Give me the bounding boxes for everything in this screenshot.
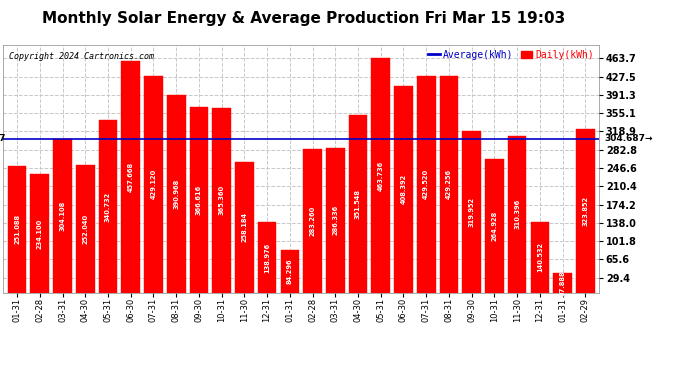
Legend: Average(kWh), Daily(kWh): Average(kWh), Daily(kWh): [428, 50, 594, 60]
Text: 390.968: 390.968: [173, 178, 179, 209]
Text: 365.360: 365.360: [219, 185, 225, 215]
Text: Monthly Solar Energy & Average Production Fri Mar 15 19:03: Monthly Solar Energy & Average Productio…: [42, 11, 565, 26]
Text: 408.392: 408.392: [400, 174, 406, 204]
Bar: [485, 159, 504, 292]
Bar: [371, 58, 390, 292]
Text: 138.976: 138.976: [264, 242, 270, 273]
Bar: [417, 75, 435, 292]
Bar: [167, 95, 186, 292]
Bar: [281, 250, 299, 292]
Text: ←304.687: ←304.687: [0, 134, 6, 143]
Bar: [258, 222, 277, 292]
Text: 340.732: 340.732: [105, 191, 111, 222]
Text: 252.040: 252.040: [82, 214, 88, 244]
Text: 429.256: 429.256: [446, 169, 452, 199]
Bar: [553, 273, 572, 292]
Bar: [53, 139, 72, 292]
Bar: [30, 174, 49, 292]
Text: 140.532: 140.532: [537, 242, 543, 272]
Bar: [326, 148, 344, 292]
Bar: [394, 86, 413, 292]
Text: Copyright 2024 Cartronics.com: Copyright 2024 Cartronics.com: [10, 53, 155, 62]
Text: 429.520: 429.520: [423, 169, 429, 199]
Text: 283.260: 283.260: [310, 206, 315, 236]
Text: 251.088: 251.088: [14, 214, 20, 244]
Bar: [8, 166, 26, 292]
Bar: [462, 131, 481, 292]
Text: 463.736: 463.736: [377, 160, 384, 190]
Text: 310.396: 310.396: [514, 199, 520, 229]
Text: 323.852: 323.852: [582, 196, 589, 226]
Bar: [121, 62, 140, 292]
Bar: [303, 149, 322, 292]
Text: 366.616: 366.616: [196, 185, 202, 215]
Text: 286.336: 286.336: [333, 205, 338, 235]
Bar: [213, 108, 231, 292]
Bar: [99, 120, 117, 292]
Text: 37.888: 37.888: [560, 270, 566, 296]
Bar: [576, 129, 595, 292]
Text: 258.184: 258.184: [241, 212, 248, 242]
Bar: [531, 222, 549, 292]
Text: 304.687→: 304.687→: [605, 134, 653, 143]
Bar: [235, 162, 254, 292]
Bar: [76, 165, 95, 292]
Bar: [508, 136, 526, 292]
Bar: [440, 76, 458, 292]
Bar: [190, 107, 208, 292]
Text: 429.120: 429.120: [150, 169, 157, 199]
Text: 264.928: 264.928: [491, 210, 497, 241]
Bar: [348, 115, 367, 292]
Text: 457.668: 457.668: [128, 162, 134, 192]
Text: 319.952: 319.952: [469, 196, 475, 227]
Text: 351.548: 351.548: [355, 189, 361, 219]
Text: 84.296: 84.296: [287, 258, 293, 284]
Text: 234.100: 234.100: [37, 218, 43, 249]
Text: 304.108: 304.108: [59, 201, 66, 231]
Bar: [144, 76, 163, 292]
